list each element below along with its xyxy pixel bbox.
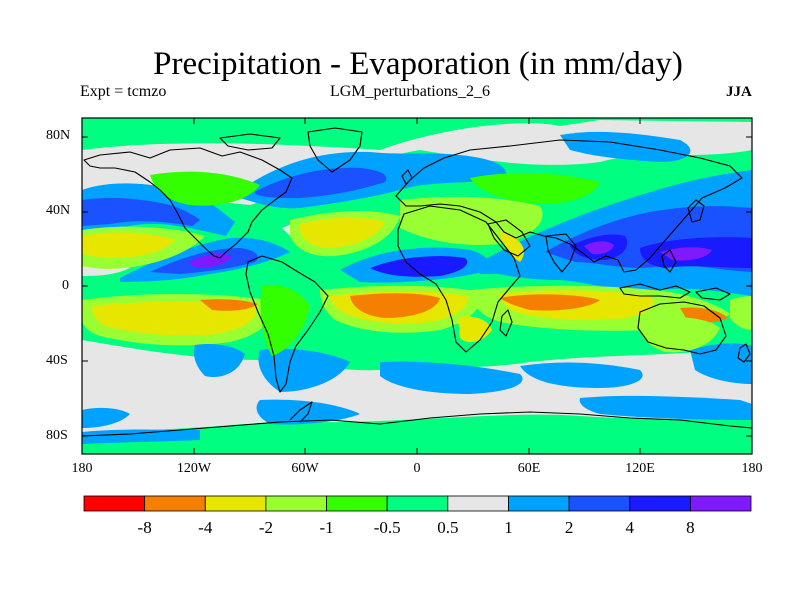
southern-ocean-wet-1 [193, 344, 245, 378]
australia-coast [637, 301, 727, 355]
south-pacific-dry-peak [200, 299, 258, 311]
x-label-60e: 60E [517, 461, 541, 476]
y-label-80s: 80S [46, 428, 68, 443]
india-coast [545, 233, 577, 273]
colorbar-swatch-8 [568, 495, 631, 512]
southern-ocean-wet-2 [258, 348, 350, 392]
colorbar-swatch-2 [204, 495, 267, 512]
coastline-layer [82, 127, 752, 437]
x-label-120e: 120E [625, 461, 655, 476]
colorbar-label-0: -8 [137, 518, 152, 537]
north-america-dry [150, 171, 260, 206]
colorbar-swatch-5 [386, 495, 449, 512]
west-pacific-south-dry [730, 296, 752, 330]
new-zealand-coast [737, 343, 751, 363]
colorbar-swatch-7 [508, 495, 570, 512]
colorbar-label-5: 0.5 [437, 518, 459, 537]
colorbar [83, 495, 752, 512]
y-label-40n: 40N [46, 203, 71, 218]
colorbar-swatch-4 [326, 495, 388, 512]
north-america-coast [83, 147, 293, 259]
southern-ocean-wet-5 [690, 343, 752, 384]
x-label-180-left: 180 [71, 461, 93, 476]
y-label-80n: 80N [46, 128, 71, 143]
philippines-coast [661, 249, 677, 273]
y-label-0: 0 [62, 278, 69, 293]
arabia-coast [487, 219, 531, 257]
west-africa-wet [470, 258, 520, 275]
colorbar-swatch-0 [83, 495, 146, 512]
x-label-0: 0 [413, 461, 421, 476]
colorbar-label-8: 4 [625, 518, 634, 537]
y-label-40s: 40S [46, 353, 68, 368]
south-atlantic-dry-peak [350, 293, 440, 318]
colorbar-swatch-6 [447, 495, 509, 512]
eurasia-dry [470, 173, 600, 204]
madagascar-coast [499, 309, 513, 337]
colorbar-label-3: -1 [319, 518, 334, 537]
colorbar-swatch-1 [144, 495, 206, 512]
field-layer [82, 118, 752, 454]
colorbar-label-4: -0.5 [373, 518, 401, 537]
southern-ocean-wet-7 [579, 395, 752, 420]
colorbar-label-9: 8 [686, 518, 695, 537]
north-pacific-dry-core [82, 232, 175, 258]
colorbar-swatch-9 [629, 495, 691, 512]
colorbar-label-6: 1 [504, 518, 513, 537]
x-label-180-right: 180 [741, 461, 763, 476]
indonesia-coast [619, 283, 691, 299]
north-pacific-core [82, 197, 200, 226]
colorbar-label-2: -2 [258, 518, 273, 537]
australia-dry [639, 317, 720, 353]
south-africa-dry [458, 316, 492, 343]
antarctic-peninsula-coast [289, 401, 313, 423]
experiment-label: Expt = tcmzo [80, 83, 167, 100]
colorbar-label-1: -4 [198, 518, 213, 537]
new-guinea-coast [695, 287, 731, 301]
atlantic-itcz-core [370, 256, 468, 277]
japan-coast [687, 199, 705, 223]
axis-ticks [82, 118, 752, 454]
north-atlantic-core [255, 167, 387, 198]
southern-ocean-wet-3 [380, 361, 523, 394]
antarctica-coast [82, 411, 752, 437]
colorbar-swatch-10 [689, 495, 752, 512]
greenland-coast [307, 127, 363, 173]
bay-of-bengal-peak [584, 241, 614, 255]
south-america-coast [245, 255, 329, 393]
antarctic-edge-wet [82, 429, 200, 444]
colorbar-label-7: 2 [564, 518, 574, 537]
southern-ocean-wet-4 [520, 362, 643, 388]
x-label-60w: 60W [291, 461, 319, 476]
africa-coast [397, 205, 521, 353]
chart-title: Precipitation - Evaporation (in mm/day) [153, 46, 683, 82]
x-label-120w: 120W [176, 461, 212, 476]
indian-ocean-dry-west [500, 232, 524, 262]
southern-ocean-wet-8 [82, 407, 130, 428]
north-atlantic-dry-core [300, 217, 385, 248]
season-label: JJA [726, 84, 752, 100]
indian-ocean-dry-peak [500, 294, 600, 311]
run-label: LGM_perturbations_2_6 [330, 83, 490, 100]
colorbar-swatch-3 [265, 495, 327, 512]
canadian-arctic-coast [219, 133, 281, 151]
british-isles-coast [401, 169, 413, 185]
south-america-dry [260, 284, 310, 356]
siberia-wet [560, 131, 691, 162]
